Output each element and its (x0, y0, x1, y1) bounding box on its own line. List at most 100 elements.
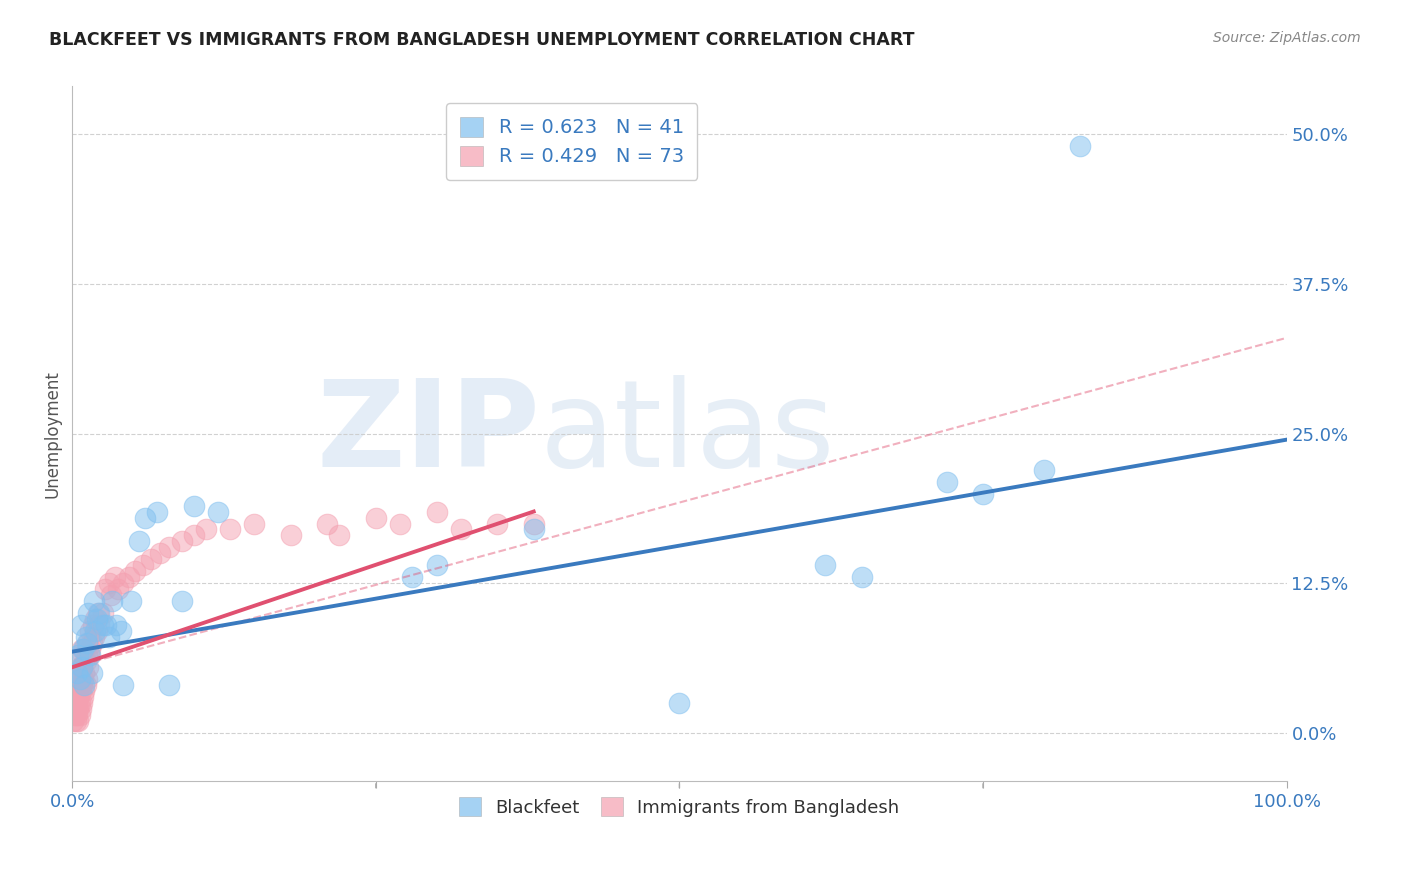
Point (134, 510, 156, 524)
Point (183, 528, 205, 542)
Point (75, 654, 97, 668)
Point (67, 702, 90, 716)
Point (523, 523, 546, 537)
Point (100, 588, 122, 602)
Point (80, 666, 103, 681)
Point (96, 618, 118, 632)
Point (65, 702, 87, 716)
Point (243, 516, 266, 531)
Point (65, 714, 87, 728)
Point (66, 708, 89, 723)
Point (69, 618, 91, 632)
Text: BLACKFEET VS IMMIGRANTS FROM BANGLADESH UNEMPLOYMENT CORRELATION CHART: BLACKFEET VS IMMIGRANTS FROM BANGLADESH … (49, 31, 915, 49)
Point (1032, 462, 1054, 476)
Point (86, 624, 108, 639)
Text: atlas: atlas (540, 376, 835, 492)
Point (141, 552, 163, 566)
Y-axis label: Unemployment: Unemployment (44, 370, 60, 498)
Point (84, 624, 107, 639)
Point (328, 528, 350, 542)
Point (219, 523, 242, 537)
Point (935, 475, 957, 489)
Point (83, 630, 105, 644)
Point (62, 714, 84, 728)
Point (70, 660, 93, 674)
Point (91, 618, 114, 632)
Point (425, 504, 447, 518)
Point (79, 648, 101, 663)
Point (73, 666, 96, 681)
Point (91, 607, 114, 621)
Point (77, 636, 100, 650)
Point (170, 594, 193, 608)
Point (76, 636, 98, 650)
Point (207, 504, 229, 518)
Point (1069, 139, 1091, 153)
Point (69, 708, 91, 723)
Point (194, 523, 217, 537)
Point (67, 690, 90, 705)
Point (107, 582, 129, 597)
Point (82, 618, 104, 632)
Point (70, 660, 93, 674)
Point (70, 696, 93, 710)
Text: ZIP: ZIP (316, 376, 540, 492)
Point (75, 678, 97, 692)
Point (120, 594, 142, 608)
Point (851, 570, 873, 584)
Point (77, 607, 100, 621)
Point (73, 642, 96, 657)
Point (66, 666, 89, 681)
Point (69, 672, 91, 686)
Point (79, 624, 101, 639)
Point (450, 523, 472, 537)
Legend: Blackfeet, Immigrants from Bangladesh: Blackfeet, Immigrants from Bangladesh (453, 790, 907, 824)
Point (94, 582, 117, 597)
Point (118, 570, 141, 584)
Point (76, 648, 98, 663)
Point (112, 678, 135, 692)
Point (668, 696, 690, 710)
Point (104, 618, 127, 632)
Point (67, 648, 90, 663)
Point (69, 660, 91, 674)
Point (425, 558, 447, 573)
Point (66, 678, 89, 692)
Point (97, 576, 120, 591)
Point (72, 648, 94, 663)
Point (146, 504, 169, 518)
Point (66, 696, 89, 710)
Point (63, 696, 86, 710)
Point (72, 690, 94, 705)
Point (170, 534, 193, 549)
Point (73, 678, 96, 692)
Point (101, 594, 124, 608)
Point (149, 546, 172, 560)
Point (79, 642, 101, 657)
Point (87, 607, 110, 621)
Point (73, 684, 96, 698)
Point (69, 660, 91, 674)
Point (87, 618, 110, 632)
Point (401, 570, 423, 584)
Point (486, 516, 509, 531)
Point (84, 612, 107, 626)
Point (316, 516, 339, 531)
Point (67, 714, 90, 728)
Point (124, 565, 146, 579)
Point (128, 534, 150, 549)
Point (70, 642, 93, 657)
Point (63, 708, 86, 723)
Point (97, 630, 120, 644)
Point (65, 690, 87, 705)
Text: Source: ZipAtlas.com: Source: ZipAtlas.com (1213, 31, 1361, 45)
Point (80, 636, 103, 650)
Point (77, 648, 100, 663)
Point (76, 672, 98, 686)
Point (131, 558, 153, 573)
Point (814, 558, 837, 573)
Point (86, 612, 108, 626)
Point (523, 516, 546, 531)
Point (972, 486, 994, 500)
Point (389, 516, 412, 531)
